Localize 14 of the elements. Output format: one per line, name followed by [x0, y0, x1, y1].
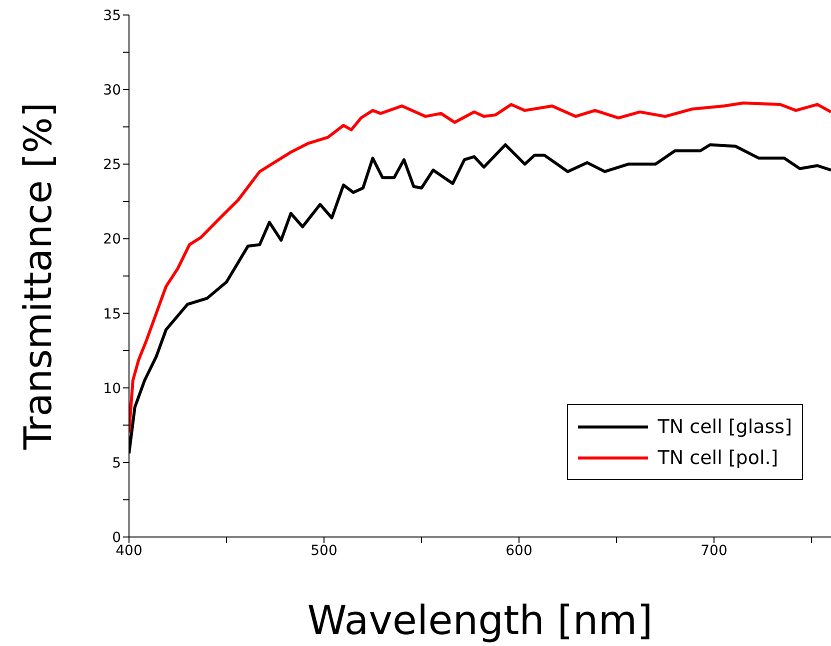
y-axis-title: Transmittance [%] [16, 102, 60, 451]
legend-label: TN cell [pol.] [658, 446, 778, 468]
y-tick-label: 20 [103, 232, 121, 248]
y-tick-label: 10 [103, 380, 121, 397]
x-tick-label: 500 [310, 542, 338, 559]
x-tick-label: 600 [506, 542, 532, 559]
y-tick-label: 35 [103, 8, 121, 24]
legend-label: TN cell [glass] [658, 416, 792, 438]
y-tick-label: 25 [103, 157, 121, 174]
y-tick-label: 15 [103, 306, 121, 322]
y-tick-label: 5 [112, 455, 121, 472]
x-tick-label: 700 [700, 542, 728, 559]
x-axis-title: Wavelength [nm] [307, 598, 653, 644]
y-tick-label: 30 [103, 82, 121, 99]
